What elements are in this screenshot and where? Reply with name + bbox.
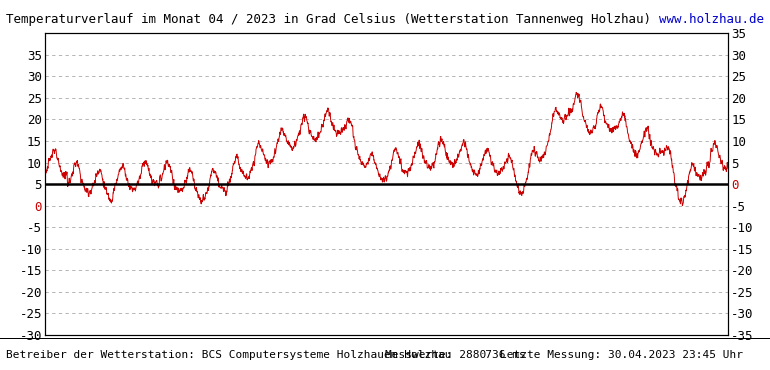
Text: Temperaturverlauf im Monat 04 / 2023 in Grad Celsius (Wetterstation Tannenweg Ho: Temperaturverlauf im Monat 04 / 2023 in …: [6, 13, 651, 26]
Text: www.holzhau.de: www.holzhau.de: [659, 13, 764, 26]
Text: Messwerte: 2880: Messwerte: 2880: [385, 350, 486, 360]
Text: Betreiber der Wetterstation: BCS Computersysteme Holzhauem Holzhau     736 ms: Betreiber der Wetterstation: BCS Compute…: [6, 350, 526, 360]
Text: Letzte Messung: 30.04.2023 23:45 Uhr: Letzte Messung: 30.04.2023 23:45 Uhr: [500, 350, 744, 360]
